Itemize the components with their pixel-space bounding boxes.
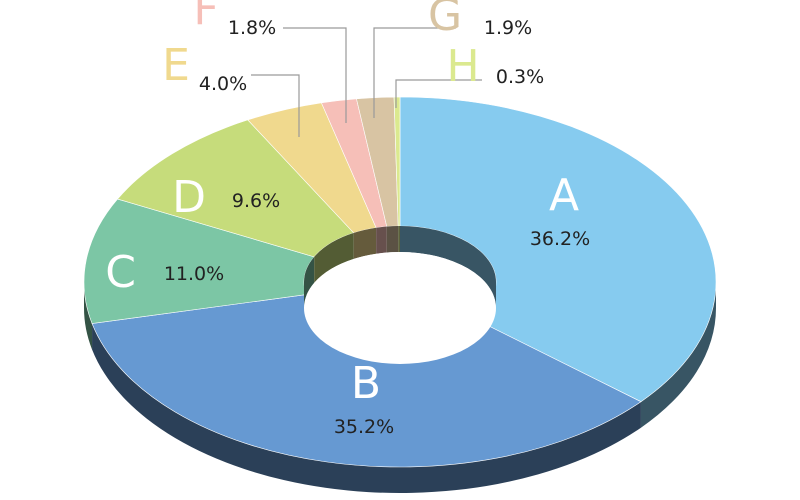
donut-slices [83,96,717,468]
slice-percent-g: 1.9% [484,17,532,39]
inner-wall-f-1 [376,226,387,254]
inner-wall-h-1 [398,226,400,253]
slice-name-c: C [105,247,136,298]
slice-labels: A 36.2% B 35.2% C 11.0% D 9.6% E 4.0% F 1.8% G 1.9%H 0… [105,0,590,438]
slice-name-a: A [549,170,579,221]
leader-g [373,27,456,118]
hole-bottom [304,252,496,364]
leader-h [395,79,482,108]
inner-wall-e-1 [353,227,377,259]
leader-f [283,27,347,123]
donut-hole [304,226,496,364]
slice-percent-a: 36.2% [530,228,590,250]
inner-wall-d-1 [314,232,354,283]
slice-name-e: E [162,40,190,91]
slice-name-h: H [446,41,479,92]
slice-name-d: D [172,172,206,223]
slice-name-b: B [351,358,381,409]
leader-e [251,74,300,137]
leader-lines [251,27,482,137]
inner-wall-a-0 [400,226,496,308]
inner-wall-g-1 [386,226,399,253]
slice-percent-e: 4.0% [199,73,247,95]
slice-percent-f: 1.8% [228,17,276,39]
slice-wall-c [84,282,93,350]
slice-wall-a [640,282,716,428]
slice-percent-c: 11.0% [164,263,224,285]
slice-percent-d: 9.6% [232,190,280,212]
inner-wall-c-1 [304,256,315,308]
slice-wall-b [92,323,641,493]
slice-name-f: F [193,0,218,35]
slice-percent-b: 35.2% [334,416,394,438]
slice-percent-h: 0.3% [496,66,544,88]
slice-name-g: G [428,0,462,41]
donut-3d-walls [84,282,716,493]
